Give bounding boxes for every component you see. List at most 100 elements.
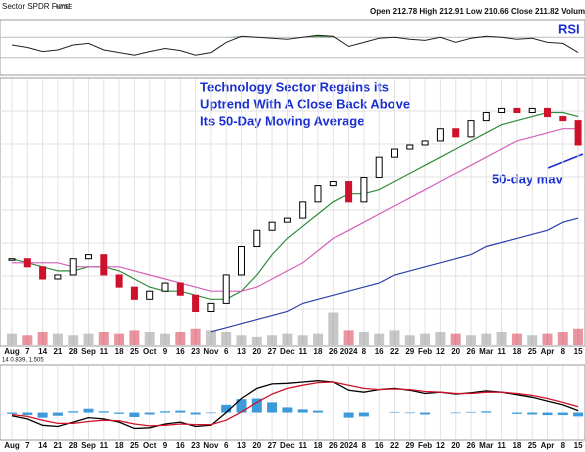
histogram-bar [205, 412, 216, 414]
x-tick-label: Feb [418, 347, 432, 356]
x-tick-label: 12 [436, 347, 445, 356]
histogram-bar [527, 412, 538, 415]
moving-average [210, 217, 579, 333]
price-panel [0, 77, 585, 347]
histogram-bar [420, 412, 431, 415]
volume-bar [83, 333, 94, 345]
candle [222, 274, 230, 304]
candle [452, 128, 460, 138]
candle [100, 254, 108, 276]
volume-bar [557, 332, 568, 345]
x-tick-label: 7 [25, 441, 30, 450]
x-tick-label: 14 [38, 441, 47, 450]
histogram-bar [267, 402, 278, 413]
candle [574, 120, 582, 146]
x-tick-label: Oct [143, 347, 157, 356]
volume-bar [221, 332, 232, 345]
x-tick-label: 23 [191, 347, 200, 356]
volume-bar [573, 328, 584, 345]
histogram-bar [251, 398, 262, 413]
x-tick-label: Apr [541, 441, 555, 450]
x-tick-label: 2024 [340, 441, 358, 450]
volume-bar [420, 333, 431, 345]
x-tick-label: Nov [203, 441, 219, 450]
x-tick-label: 16 [176, 441, 185, 450]
x-tick-label: 29 [405, 347, 414, 356]
x-tick-label: 25 [528, 441, 537, 450]
volume-bar [374, 333, 385, 345]
volume-bar [343, 330, 354, 345]
candle [85, 254, 92, 260]
candle [23, 258, 31, 268]
candle [130, 286, 138, 300]
candle [39, 266, 47, 280]
histogram-bar [297, 409, 308, 413]
volume-bar [404, 335, 415, 345]
candle [299, 201, 307, 219]
candle [176, 282, 184, 296]
candle [207, 302, 215, 313]
x-tick-label: Apr [541, 347, 555, 356]
rsi-line [11, 34, 579, 56]
x-tick-label: 25 [130, 441, 139, 450]
x-tick-label: 28 [69, 347, 78, 356]
candle [192, 294, 200, 313]
volume-bar [129, 330, 140, 345]
x-tick-label: 21 [53, 441, 62, 450]
x-tick-label: 27 [268, 441, 277, 450]
candle [467, 120, 475, 138]
candle [421, 140, 429, 146]
rsi-panel [0, 19, 585, 76]
histogram-bar [282, 407, 293, 413]
x-tick-label: Sep [81, 441, 96, 450]
x-tick-label: 6 [224, 441, 229, 450]
histogram-bar [450, 412, 461, 414]
x-tick-label: Mar [479, 441, 493, 450]
volume-bar [52, 333, 63, 345]
volume-bar [267, 335, 278, 345]
x-tick-label: 9 [163, 347, 168, 356]
x-tick-label: 11 [298, 347, 307, 356]
macd-line [11, 381, 579, 427]
x-tick-label: 20 [451, 347, 460, 356]
histogram-bar [343, 412, 354, 418]
x-tick-label: 26 [329, 441, 338, 450]
volume-bar [358, 332, 369, 345]
candle [528, 107, 536, 113]
candle [314, 185, 322, 203]
x-tick-label: 23 [191, 441, 200, 450]
x-tick-label: Feb [418, 441, 432, 450]
histogram-bar [190, 412, 201, 415]
x-tick-label: 18 [115, 347, 124, 356]
x-tick-label: 18 [314, 441, 323, 450]
volume-bar [22, 335, 33, 345]
x-tick-label: 26 [467, 441, 476, 450]
candle [115, 274, 123, 288]
x-tick-label: 8 [561, 347, 566, 356]
histogram-bar [404, 412, 415, 414]
volume-bar [527, 335, 538, 345]
x-tick-label: Aug [4, 347, 20, 356]
candle [161, 282, 169, 292]
histogram-bar [114, 412, 125, 414]
volume-bar [190, 328, 201, 345]
histogram-bar [160, 411, 170, 413]
histogram-bar [68, 411, 79, 413]
histogram-bar [83, 408, 94, 413]
x-tick-label: 28 [69, 441, 78, 450]
macd-line [11, 380, 579, 430]
x-tick-label: 15 [574, 347, 583, 356]
volume-bar [160, 333, 170, 345]
candle [406, 144, 414, 150]
histogram-bar [481, 411, 492, 413]
volume-bar [435, 332, 446, 345]
annotation: Uptrend With A Close Back Above [200, 96, 410, 111]
candle [513, 107, 521, 113]
volume-bar [511, 333, 522, 345]
fund-name: Sector SPDR Fund [2, 2, 70, 11]
volume-bar [297, 335, 308, 345]
candle [436, 128, 444, 142]
candle [268, 221, 276, 231]
